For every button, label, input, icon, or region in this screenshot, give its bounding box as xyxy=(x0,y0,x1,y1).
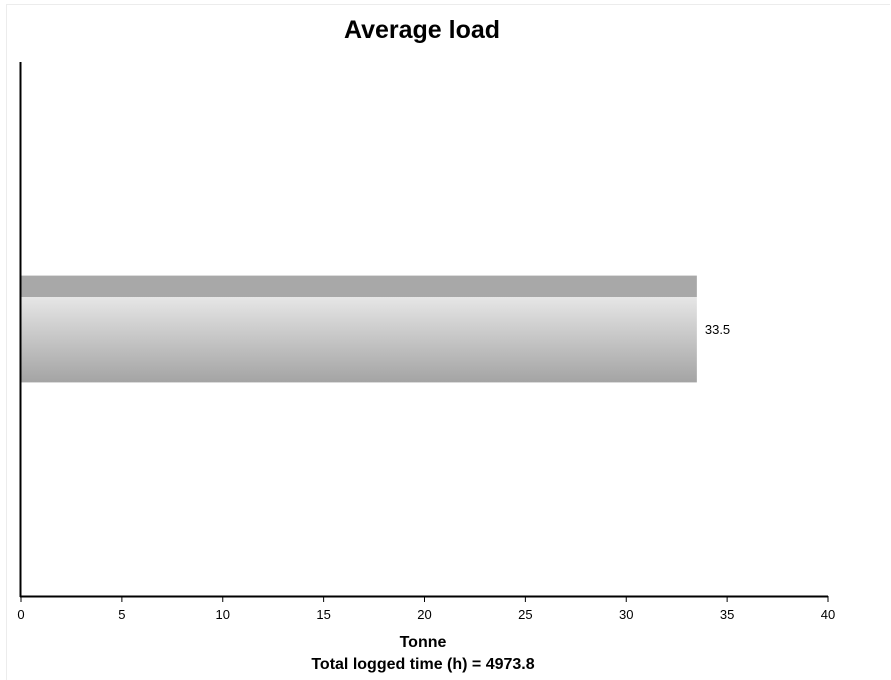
x-tick-label: 30 xyxy=(619,607,633,622)
bar xyxy=(21,275,697,383)
x-tick-label: 0 xyxy=(17,607,24,622)
x-tick-label: 20 xyxy=(417,607,431,622)
x-tick-label: 5 xyxy=(118,607,125,622)
x-tick-label: 10 xyxy=(216,607,230,622)
chart-frame xyxy=(6,4,890,680)
x-tick-label: 40 xyxy=(821,607,835,622)
bars-group xyxy=(21,275,697,383)
x-axis-label: Tonne xyxy=(400,634,447,651)
total-logged-time-note: Total logged time (h) = 4973.8 xyxy=(311,656,534,673)
x-tick-label: 15 xyxy=(316,607,330,622)
x-tick-label: 35 xyxy=(720,607,734,622)
x-axis-ticks: 0 5 10 15 20 25 30 35 40 xyxy=(17,596,835,622)
bar-value-label: 33.5 xyxy=(705,322,730,337)
x-tick-label: 25 xyxy=(518,607,532,622)
chart-title: Average load xyxy=(344,16,500,44)
data-labels-group: 33.5 xyxy=(705,322,730,337)
